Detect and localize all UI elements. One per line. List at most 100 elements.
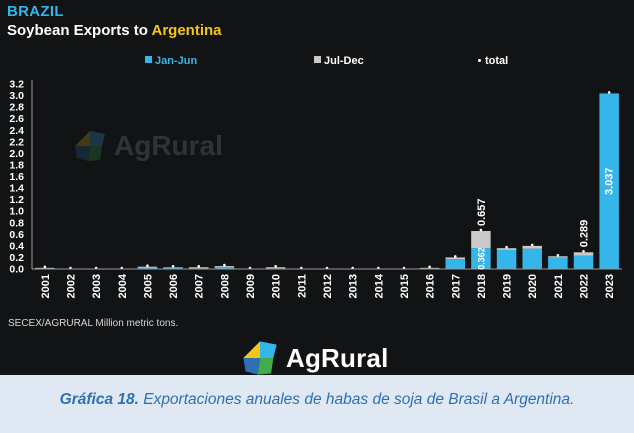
data-label-2023: 3.037 bbox=[604, 167, 616, 195]
legend-item-total: total bbox=[478, 55, 508, 67]
x-tick-label: 2012 bbox=[322, 274, 334, 298]
bar-jul-dec-2007 bbox=[188, 267, 209, 269]
agrural-logo: AgRural bbox=[240, 338, 389, 378]
bar-jan-jun-2023 bbox=[599, 93, 619, 270]
x-tick-label: 2013 bbox=[348, 274, 360, 298]
bar-jul-dec-2020 bbox=[522, 245, 542, 249]
x-tick-label: 2008 bbox=[219, 274, 231, 298]
x-tick-label: 2019 bbox=[502, 274, 514, 298]
watermark-logo: AgRural bbox=[72, 128, 223, 164]
bar-jan-jun-2008 bbox=[214, 267, 235, 269]
chart-panel: BRAZIL Soybean Exports to Argentina Jan-… bbox=[0, 0, 634, 375]
agrural-watermark-icon bbox=[75, 131, 105, 161]
x-tick-label: 2020 bbox=[527, 274, 539, 298]
x-tick-label: 2001 bbox=[40, 274, 52, 298]
legend-label-total: total bbox=[485, 55, 509, 67]
bar-jan-jun-2005 bbox=[137, 267, 158, 269]
x-tick-label: 2006 bbox=[168, 274, 180, 298]
legend-label-jan-jun: Jan-Jun bbox=[155, 55, 198, 67]
bar-jan-jun-2019 bbox=[496, 249, 517, 269]
data-label-2022: 0.289 bbox=[579, 220, 591, 248]
y-tick-label: 2.2 bbox=[9, 136, 24, 148]
bar-jan-jun-2017 bbox=[445, 259, 466, 269]
total-marker-2008 bbox=[223, 263, 226, 267]
x-tick-label: 2005 bbox=[142, 274, 154, 298]
y-tick-label: 0.0 bbox=[9, 264, 24, 276]
total-marker-2021 bbox=[556, 253, 560, 257]
legend-marker-total bbox=[478, 59, 481, 62]
total-marker-2023 bbox=[607, 91, 611, 94]
x-tick-label: 2021 bbox=[553, 274, 565, 298]
total-marker-2001 bbox=[43, 265, 47, 269]
source-note: SECEX/AGRURAL Million metric tons. bbox=[8, 318, 179, 329]
y-tick-label: 2.6 bbox=[9, 113, 24, 125]
subtitle-highlight: Argentina bbox=[151, 22, 222, 39]
total-marker-2017 bbox=[453, 255, 457, 258]
legend-item-jan-jun: Jan-Jun bbox=[145, 55, 197, 67]
y-tick-label: 0.4 bbox=[9, 240, 24, 252]
bar-chart: 0.00.20.40.60.81.01.21.41.61.82.02.22.42… bbox=[9, 79, 622, 298]
total-marker-2006 bbox=[171, 264, 175, 268]
y-tick-label: 1.0 bbox=[9, 206, 24, 218]
x-tick-label: 2007 bbox=[194, 274, 206, 298]
total-marker-2018 bbox=[479, 228, 483, 232]
y-tick-label: 2.0 bbox=[9, 148, 24, 160]
legend-item-jul-dec: Jul-Dec bbox=[314, 55, 364, 67]
subtitle-prefix: Soybean Exports to bbox=[7, 22, 152, 39]
bar-jul-dec-2021 bbox=[548, 256, 568, 258]
x-tick-label: 2015 bbox=[399, 274, 411, 298]
bar-jan-jun-2022 bbox=[573, 255, 594, 269]
y-tick-label: 0.6 bbox=[9, 229, 24, 241]
x-tick-label: 2014 bbox=[373, 273, 385, 298]
caption-text: Exportaciones anuales de habas de soja d… bbox=[138, 391, 575, 408]
data-label-2018: 0.657 bbox=[476, 198, 488, 226]
bars bbox=[35, 91, 619, 270]
y-tick-label: 0.8 bbox=[9, 217, 24, 229]
bar-jul-dec-2018 bbox=[471, 231, 491, 249]
bar-jan-jun-2018 bbox=[471, 248, 491, 269]
total-marker-2005 bbox=[146, 264, 149, 267]
bar-jan-jun-2021 bbox=[548, 257, 568, 269]
total-marker-2016 bbox=[428, 265, 431, 269]
x-tick-label: 2011 bbox=[296, 274, 308, 298]
data-label-2018: 0.362 bbox=[476, 247, 486, 270]
legend-swatch-jul-dec bbox=[314, 56, 321, 63]
x-tick-label: 2016 bbox=[425, 274, 437, 298]
x-tick-label: 2003 bbox=[91, 274, 103, 298]
total-marker-2007 bbox=[197, 264, 201, 268]
country-title: BRAZIL bbox=[7, 3, 64, 20]
x-axis: 2001 2002 2003 2004 2005 2006 2007 2008 2009 2010… bbox=[32, 268, 622, 298]
x-tick-label: 2018 bbox=[476, 274, 488, 298]
total-marker-2020 bbox=[530, 243, 534, 247]
y-tick-label: 1.4 bbox=[9, 183, 24, 195]
x-tick-label: 2023 bbox=[604, 274, 616, 298]
y-axis: 0.00.20.40.60.81.01.21.41.61.82.02.22.42… bbox=[9, 79, 33, 276]
bar-jan-jun-2020 bbox=[522, 248, 542, 269]
chart-subtitle: Soybean Exports to Argentina bbox=[7, 22, 222, 39]
caption-lead: Gráfica 18. bbox=[59, 391, 139, 408]
y-tick-label: 3.2 bbox=[9, 79, 24, 91]
x-tick-label: 2022 bbox=[579, 274, 591, 298]
bar-jan-jun-2006 bbox=[163, 267, 183, 269]
y-tick-label: 3.0 bbox=[9, 90, 24, 102]
x-tick-label: 2017 bbox=[450, 274, 462, 298]
bar-jul-dec-2019 bbox=[496, 248, 517, 250]
bar-jul-dec-2005 bbox=[137, 266, 158, 268]
x-tick-label: 2010 bbox=[271, 274, 283, 298]
y-tick-label: 1.6 bbox=[9, 171, 24, 183]
x-tick-label: 2002 bbox=[65, 274, 77, 298]
x-tick-label: 2004 bbox=[117, 273, 129, 298]
figure-caption: Gráfica 18. Exportaciones anuales de hab… bbox=[0, 390, 634, 410]
bar-jul-dec-2010 bbox=[265, 267, 286, 269]
y-tick-label: 2.8 bbox=[9, 102, 24, 114]
legend-label-jul-dec: Jul-Dec bbox=[324, 55, 364, 67]
legend-swatch-jan-jun bbox=[145, 56, 152, 63]
bar-jul-dec-2022 bbox=[573, 252, 594, 256]
total-marker-2022 bbox=[582, 249, 585, 253]
y-tick-label: 1.8 bbox=[9, 159, 24, 171]
agrural-logo-icon bbox=[243, 341, 277, 375]
data-labels: 0.657 0.362 0.289 3.037 bbox=[476, 167, 616, 269]
bar-jul-dec-2017 bbox=[445, 257, 466, 260]
total-marker-2019 bbox=[505, 245, 508, 249]
y-tick-label: 0.2 bbox=[9, 252, 24, 264]
